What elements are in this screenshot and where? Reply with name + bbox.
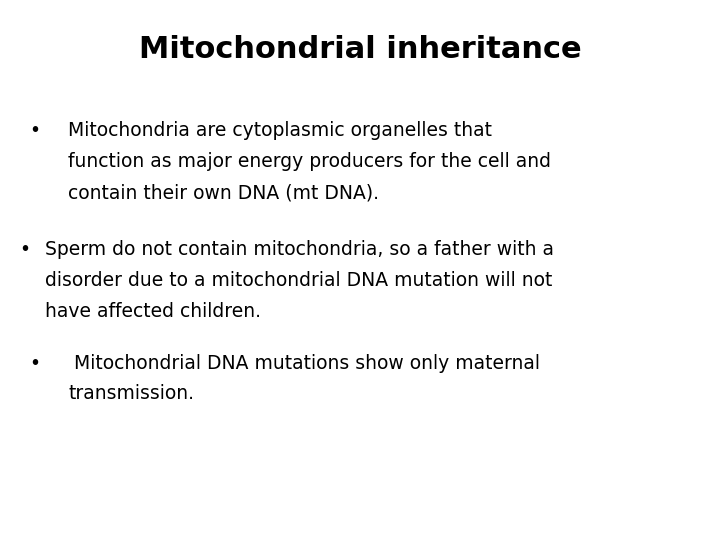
Text: •: • <box>19 240 30 259</box>
Text: transmission.: transmission. <box>68 384 194 403</box>
Text: function as major energy producers for the cell and: function as major energy producers for t… <box>68 152 552 171</box>
Text: Mitochondria are cytoplasmic organelles that: Mitochondria are cytoplasmic organelles … <box>68 122 492 140</box>
Text: contain their own DNA (mt DNA).: contain their own DNA (mt DNA). <box>68 183 379 202</box>
Text: •: • <box>29 122 40 140</box>
Text: Sperm do not contain mitochondria, so a father with a: Sperm do not contain mitochondria, so a … <box>45 240 554 259</box>
Text: •: • <box>29 354 40 373</box>
Text: Mitochondrial DNA mutations show only maternal: Mitochondrial DNA mutations show only ma… <box>68 354 541 373</box>
Text: disorder due to a mitochondrial DNA mutation will not: disorder due to a mitochondrial DNA muta… <box>45 271 553 290</box>
Text: Mitochondrial inheritance: Mitochondrial inheritance <box>139 35 581 64</box>
Text: have affected children.: have affected children. <box>45 302 261 321</box>
